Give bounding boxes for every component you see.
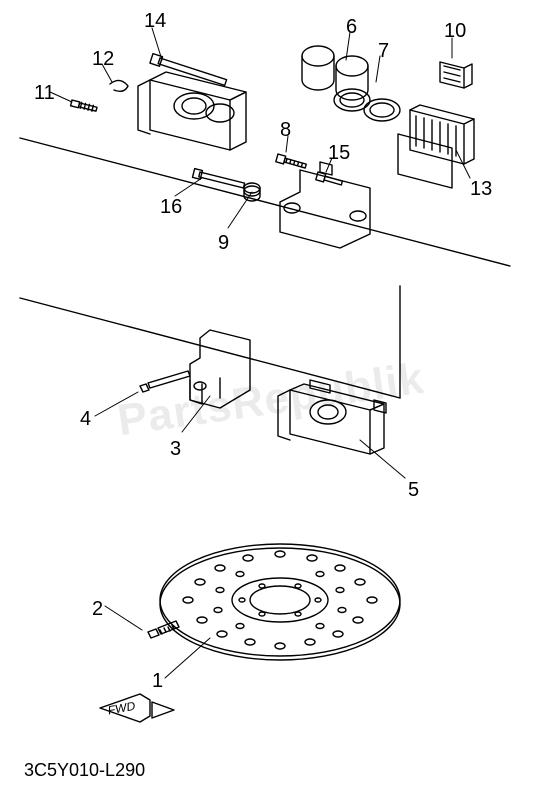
brake-disc <box>160 544 400 660</box>
bolt-8 <box>276 154 307 170</box>
clip-12 <box>110 80 128 91</box>
seal-7 <box>334 89 400 121</box>
disc-bolt <box>148 621 179 638</box>
callout-13: 13 <box>470 178 492 201</box>
callout-5: 5 <box>408 479 419 502</box>
caliper-body-upper <box>138 72 246 150</box>
callout-2: 2 <box>92 598 103 621</box>
callout-4: 4 <box>80 408 91 431</box>
callout-1: 1 <box>152 670 163 693</box>
callout-8: 8 <box>280 119 291 142</box>
callout-6: 6 <box>346 16 357 39</box>
callout-9: 9 <box>218 232 229 255</box>
bleed-screw-11 <box>71 100 98 112</box>
section-line-lower-left <box>20 298 400 398</box>
fwd-arrow: FWD <box>100 694 174 722</box>
exploded-diagram: FWD <box>0 0 542 800</box>
callout-14: 14 <box>144 10 166 33</box>
drawing-code: 3C5Y010-L290 <box>24 760 145 781</box>
callout-15: 15 <box>328 142 350 165</box>
callout-11: 11 <box>34 82 55 105</box>
callout-3: 3 <box>170 438 181 461</box>
callout-12: 12 <box>92 48 114 71</box>
brake-pads-13 <box>398 105 474 188</box>
caliper-assembly-lower <box>140 330 386 454</box>
pad-spring-10 <box>440 62 472 88</box>
piston-6 <box>302 46 368 100</box>
callout-7: 7 <box>378 40 389 63</box>
callout-16: 16 <box>160 196 182 219</box>
callout-10: 10 <box>444 20 466 43</box>
